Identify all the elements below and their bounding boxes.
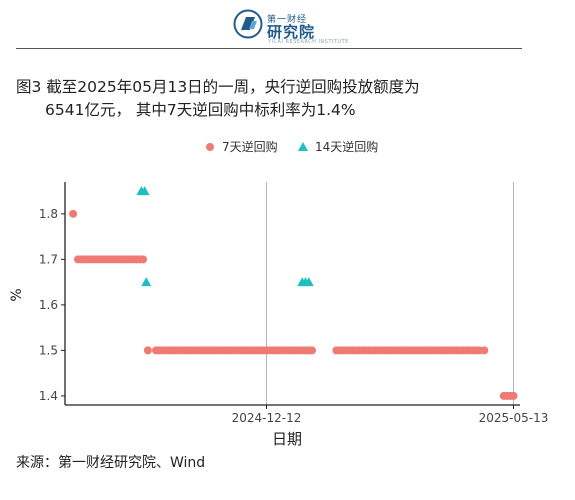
x-tick-label: 2024-12-12 xyxy=(232,411,302,425)
y-tick-label: 1.8 xyxy=(39,207,58,221)
point-14day xyxy=(303,277,314,287)
logo-main-text: 研究院 xyxy=(267,23,316,41)
data-points xyxy=(69,186,518,400)
legend-marker-circle xyxy=(206,143,214,151)
legend-marker-triangle xyxy=(298,142,308,151)
point-7day xyxy=(139,255,147,264)
source-note: 来源：第一财经研究院、Wind xyxy=(16,455,206,471)
y-tick-label: 1.4 xyxy=(39,389,58,403)
point-7day xyxy=(143,346,152,355)
reference-lines xyxy=(266,182,514,405)
figure-title-line-1: 图3 截至2025年05月13日的一周，央行逆回购投放额度为 xyxy=(16,78,420,96)
x-tick-label: 2025-05-13 xyxy=(479,411,549,425)
logo-mark-icon xyxy=(233,9,263,39)
x-axis-label: 日期 xyxy=(272,430,302,448)
logo: 第一财经 研究院 YICAI RESEARCH INSTITUTE xyxy=(233,6,353,46)
y-tick-label: 1.5 xyxy=(39,343,58,357)
y-tick-label: 1.6 xyxy=(39,298,58,312)
y-tick-label: 1.7 xyxy=(39,252,58,266)
point-7day xyxy=(509,391,518,400)
point-7day xyxy=(308,346,316,355)
logo-sub-text: YICAI RESEARCH INSTITUTE xyxy=(268,39,349,45)
legend-label: 14天逆回购 xyxy=(315,139,378,154)
chart: 7天逆回购 14天逆回购 1.4 1.5 1.6 1.7 1.8 2024-12-12 202… xyxy=(9,139,548,448)
legend-label: 7天逆回购 xyxy=(222,139,278,154)
legend: 7天逆回购 14天逆回购 xyxy=(206,139,378,154)
point-7day xyxy=(480,346,489,355)
point-7day xyxy=(69,209,78,218)
logo-small-text: 第一财经 xyxy=(267,15,308,25)
point-14day xyxy=(139,186,150,196)
point-14day xyxy=(141,277,152,287)
header-divider xyxy=(16,48,522,49)
figure-title-line-2: 6541亿元， 其中7天逆回购中标利率为1.4% xyxy=(45,101,356,119)
axes: 1.4 1.5 1.6 1.7 1.8 2024-12-12 2025-05-13 xyxy=(39,182,548,425)
y-axis-label: % xyxy=(9,288,25,301)
